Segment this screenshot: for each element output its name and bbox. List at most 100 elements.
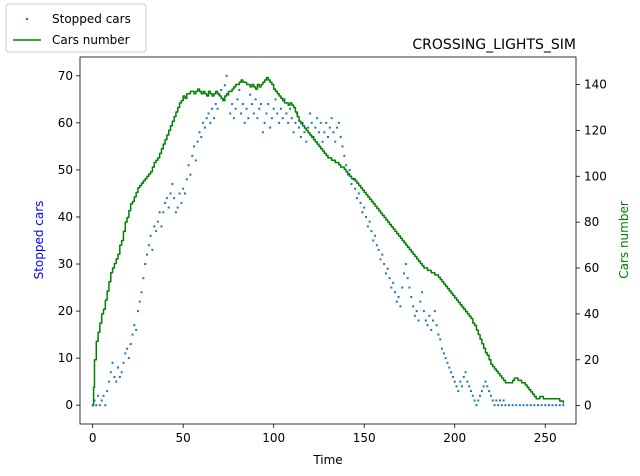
stopped-cars-point xyxy=(386,267,389,270)
stopped-cars-point xyxy=(323,131,326,134)
stopped-cars-point xyxy=(390,286,393,289)
stopped-cars-point xyxy=(174,211,177,214)
stopped-cars-point xyxy=(299,135,302,138)
stopped-cars-point xyxy=(209,121,212,124)
stopped-cars-point xyxy=(147,244,150,247)
stopped-cars-point xyxy=(368,220,371,223)
stopped-cars-point xyxy=(562,404,565,407)
stopped-cars-point xyxy=(294,121,297,124)
stopped-cars-point xyxy=(198,131,201,134)
stopped-cars-point xyxy=(127,357,130,360)
stopped-cars-point xyxy=(421,291,424,294)
stopped-cars-point xyxy=(415,310,418,313)
stopped-cars-point xyxy=(486,385,489,388)
stopped-cars-point xyxy=(540,404,543,407)
y-right-tick-label: 20 xyxy=(584,353,599,367)
stopped-cars-point xyxy=(381,253,384,256)
stopped-cars-point xyxy=(117,366,120,369)
stopped-cars-point xyxy=(107,380,110,383)
stopped-cars-point xyxy=(511,404,514,407)
stopped-cars-point xyxy=(136,310,139,313)
stopped-cars-point xyxy=(453,380,456,383)
stopped-cars-point xyxy=(339,135,342,138)
stopped-cars-point xyxy=(245,107,248,110)
stopped-cars-point xyxy=(285,112,288,115)
stopped-cars-point xyxy=(142,277,145,280)
stopped-cars-point xyxy=(231,103,234,106)
stopped-cars-point xyxy=(355,197,358,200)
stopped-cars-point xyxy=(491,399,494,402)
y-left-tick-label: 70 xyxy=(58,69,73,83)
stopped-cars-point xyxy=(446,361,449,364)
legend-label-stopped-cars: Stopped cars xyxy=(52,12,131,26)
stopped-cars-point xyxy=(189,173,192,176)
stopped-cars-point xyxy=(433,310,436,313)
stopped-cars-point xyxy=(278,121,281,124)
stopped-cars-point xyxy=(281,117,284,120)
stopped-cars-point xyxy=(269,126,272,129)
stopped-cars-point xyxy=(536,404,539,407)
stopped-cars-point xyxy=(151,248,154,251)
cars-number-line xyxy=(92,76,565,407)
y-left-tick-label: 50 xyxy=(58,163,73,177)
stopped-cars-point xyxy=(104,404,107,407)
stopped-cars-point xyxy=(406,277,409,280)
stopped-cars-point xyxy=(243,121,246,124)
stopped-cars-point xyxy=(250,103,253,106)
stopped-cars-point xyxy=(135,328,138,331)
stopped-cars-point xyxy=(357,192,360,195)
stopped-cars-point xyxy=(276,112,279,115)
stopped-cars-point xyxy=(207,112,210,115)
stopped-cars-point xyxy=(350,183,353,186)
stopped-cars-point xyxy=(544,404,547,407)
stopped-cars-point xyxy=(551,404,554,407)
stopped-cars-point xyxy=(265,112,268,115)
stopped-cars-point xyxy=(131,333,134,336)
line-series xyxy=(92,76,565,407)
stopped-cars-point xyxy=(448,366,451,369)
legend-label-cars-number: Cars number xyxy=(52,33,130,47)
stopped-cars-point xyxy=(279,107,282,110)
x-tick-label: 0 xyxy=(89,431,97,445)
stopped-cars-point xyxy=(466,380,469,383)
stopped-cars-point xyxy=(493,404,496,407)
stopped-cars-point xyxy=(106,390,109,393)
stopped-cars-point xyxy=(98,404,101,407)
stopped-cars-point xyxy=(471,394,474,397)
stopped-cars-point xyxy=(145,253,148,256)
stopped-cars-point xyxy=(359,201,362,204)
stopped-cars-point xyxy=(303,131,306,134)
stopped-cars-point xyxy=(160,225,163,228)
stopped-cars-point xyxy=(258,107,261,110)
stopped-cars-point xyxy=(365,215,368,218)
stopped-cars-point xyxy=(227,93,230,96)
stopped-cars-point xyxy=(442,352,445,355)
stopped-cars-point xyxy=(176,206,179,209)
stopped-cars-point xyxy=(193,145,196,148)
legend-marker-stopped-cars xyxy=(25,17,29,21)
stopped-cars-point xyxy=(153,225,156,228)
stopped-cars-point xyxy=(508,404,511,407)
stopped-cars-point xyxy=(241,103,244,106)
stopped-cars-point xyxy=(403,272,406,275)
chart-title: CROSSING_LIGHTS_SIM xyxy=(412,37,576,53)
y-left-tick-label: 60 xyxy=(58,116,73,130)
legend: Stopped cars Cars number xyxy=(5,3,147,53)
stopped-cars-point xyxy=(288,107,291,110)
stopped-cars-point xyxy=(93,399,96,402)
stopped-cars-point xyxy=(220,88,223,91)
stopped-cars-point xyxy=(363,206,366,209)
stopped-cars-point xyxy=(113,375,116,378)
stopped-cars-point xyxy=(187,164,190,167)
stopped-cars-point xyxy=(183,192,186,195)
stopped-cars-point xyxy=(526,404,529,407)
stopped-cars-point xyxy=(473,399,476,402)
stopped-cars-point xyxy=(555,404,558,407)
stopped-cars-point xyxy=(310,121,313,124)
stopped-cars-point xyxy=(375,244,378,247)
y-left-tick-label: 10 xyxy=(58,351,73,365)
stopped-cars-point xyxy=(464,371,467,374)
stopped-cars-point xyxy=(459,380,462,383)
stopped-cars-point xyxy=(200,135,203,138)
stopped-cars-point xyxy=(182,187,185,190)
